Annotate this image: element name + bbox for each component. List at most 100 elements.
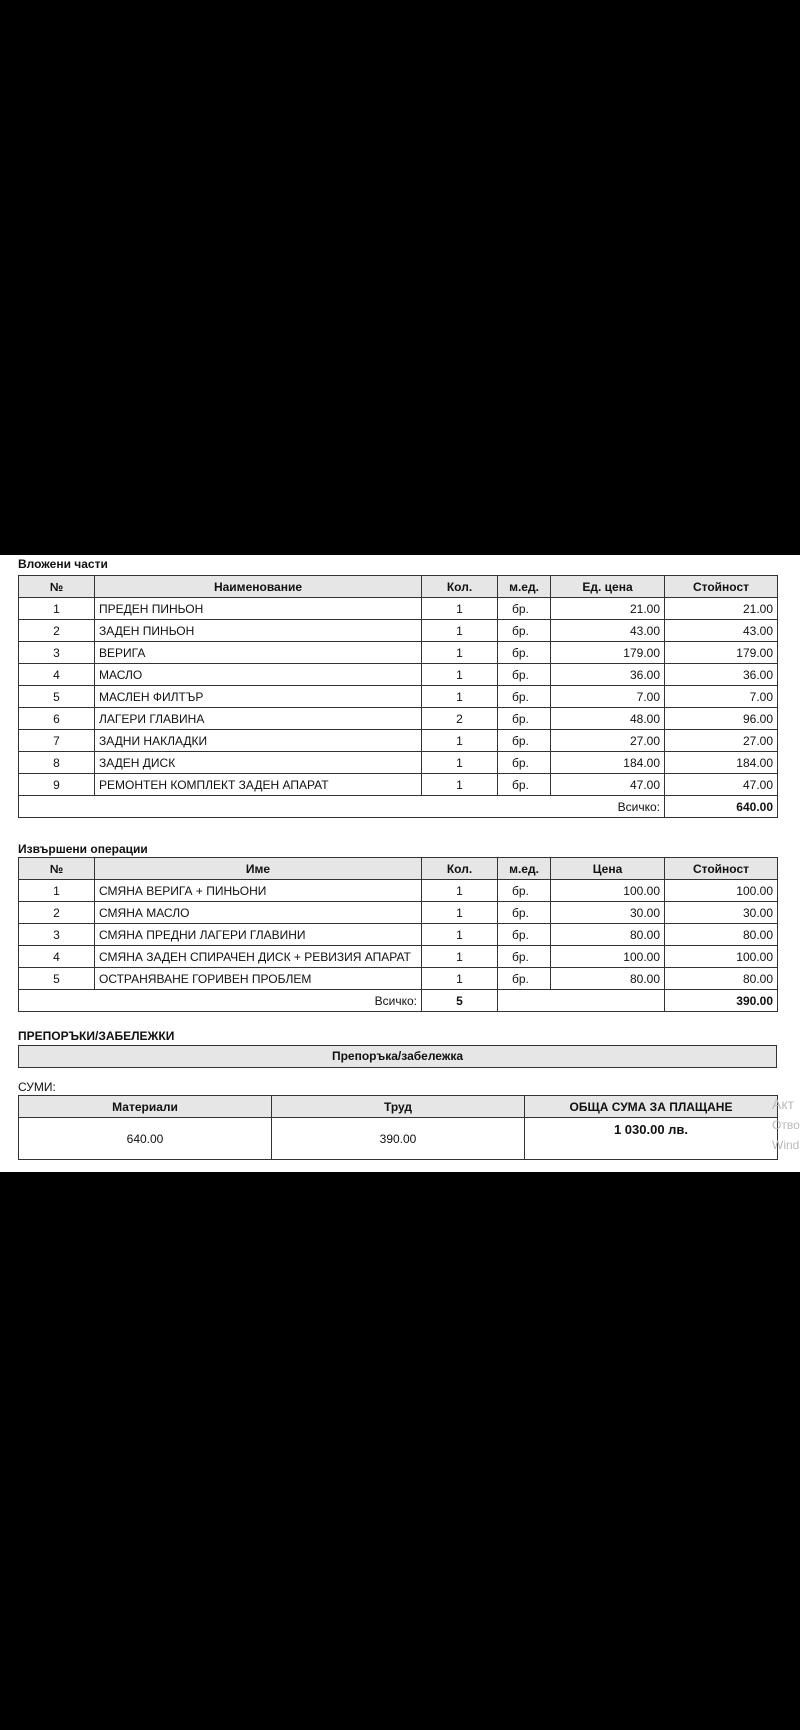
item-name: СМЯНА ПРЕДНИ ЛАГЕРИ ГЛАВИНИ [94,923,422,946]
row-number: 3 [18,641,95,664]
row-number: 8 [18,751,95,774]
line-total: 80.00 [664,967,778,990]
materials-sum: 640.00 [18,1117,272,1160]
unit: бр. [497,773,551,796]
quantity: 1 [421,597,498,620]
col-header: Ед. цена [550,575,665,598]
item-name: ЗАДНИ НАКЛАДКИ [94,729,422,752]
unit-price: 48.00 [550,707,665,730]
col-header: Материали [18,1095,272,1118]
line-total: 80.00 [664,923,778,946]
unit: бр. [497,619,551,642]
row-number: 9 [18,773,95,796]
quantity: 1 [421,901,498,924]
labor-sum: 390.00 [271,1117,525,1160]
row-number: 4 [18,663,95,686]
unit: бр. [497,751,551,774]
empty-cell [497,989,665,1012]
col-header: Стойност [664,857,778,880]
watermark-text: Отво [772,1118,800,1132]
line-total: 7.00 [664,685,778,708]
col-header: м.ед. [497,857,551,880]
line-total: 21.00 [664,597,778,620]
table-row: 5 ОСТРАНЯВАНЕ ГОРИВЕН ПРОБЛЕМ 1 бр. 80.00 80.… [18,967,778,990]
col-header: № [18,857,95,880]
quantity: 1 [421,751,498,774]
item-name: СМЯНА ЗАДЕН СПИРАЧЕН ДИСК + РЕВИЗИЯ АПАР… [94,945,422,968]
row-number: 3 [18,923,95,946]
col-header: Име [94,857,422,880]
watermark-text: Акт [772,1096,795,1112]
quantity: 1 [421,641,498,664]
unit-price: 100.00 [550,879,665,902]
unit-price: 47.00 [550,773,665,796]
total-qty: 5 [421,989,498,1012]
parts-total-row: Всичко: 640.00 [18,795,778,818]
col-header: Кол. [421,575,498,598]
item-name: ПРЕДЕН ПИНЬОН [94,597,422,620]
row-number: 5 [18,685,95,708]
operations-table: № Име Кол. м.ед. Цена Стойност 1 СМЯНА ВЕ… [18,857,778,1012]
table-row: 1 ПРЕДЕН ПИНЬОН 1 бр. 21.00 21.00 [18,597,778,620]
item-name: СМЯНА ВЕРИГА + ПИНЬОНИ [94,879,422,902]
col-header: м.ед. [497,575,551,598]
unit: бр. [497,967,551,990]
row-number: 7 [18,729,95,752]
table-row: 7 ЗАДНИ НАКЛАДКИ 1 бр. 27.00 27.00 [18,729,778,752]
total-label: Всичко: [18,795,665,818]
line-total: 179.00 [664,641,778,664]
table-row: 6 ЛАГЕРИ ГЛАВИНА 2 бр. 48.00 96.00 [18,707,778,730]
line-total: 27.00 [664,729,778,752]
total-value: 640.00 [664,795,778,818]
row-number: 5 [18,967,95,990]
unit: бр. [497,663,551,686]
unit-price: 80.00 [550,967,665,990]
unit: бр. [497,879,551,902]
parts-header-row: № Наименование Кол. м.ед. Ед. цена Стойн… [18,575,778,598]
quantity: 1 [421,729,498,752]
sums-values-row: 640.00 390.00 1 030.00 лв. [18,1117,778,1160]
unit-price: 27.00 [550,729,665,752]
table-row: 2 СМЯНА МАСЛО 1 бр. 30.00 30.00 [18,901,778,924]
table-row: 1 СМЯНА ВЕРИГА + ПИНЬОНИ 1 бр. 100.00 100.00 [18,879,778,902]
notes-header: Препоръка/забележка [18,1045,777,1068]
unit: бр. [497,901,551,924]
sums-table: Материали Труд ОБЩА СУМА ЗА ПЛАЩАНЕ 640.… [18,1095,778,1160]
quantity: 1 [421,619,498,642]
unit: бр. [497,923,551,946]
item-name: ЗАДЕН ДИСК [94,751,422,774]
unit-price: 184.00 [550,751,665,774]
table-row: 8 ЗАДЕН ДИСК 1 бр. 184.00 184.00 [18,751,778,774]
unit-price: 30.00 [550,901,665,924]
unit: бр. [497,597,551,620]
quantity: 1 [421,773,498,796]
watermark-text: Wind [772,1138,800,1152]
table-row: 3 СМЯНА ПРЕДНИ ЛАГЕРИ ГЛАВИНИ 1 бр. 80.00 80.… [18,923,778,946]
invoice-page: Вложени части № Наименование Кол. м.ед. … [0,555,800,1172]
row-number: 6 [18,707,95,730]
parts-title: Вложени части [18,557,108,571]
line-total: 96.00 [664,707,778,730]
unit: бр. [497,945,551,968]
unit-price: 36.00 [550,663,665,686]
quantity: 2 [421,707,498,730]
unit-price: 80.00 [550,923,665,946]
line-total: 36.00 [664,663,778,686]
item-name: ОСТРАНЯВАНЕ ГОРИВЕН ПРОБЛЕМ [94,967,422,990]
row-number: 4 [18,945,95,968]
unit-price: 21.00 [550,597,665,620]
grand-total: 1 030.00 лв. [524,1117,778,1160]
sums-title: СУМИ: [18,1080,56,1094]
col-header: Цена [550,857,665,880]
item-name: ЛАГЕРИ ГЛАВИНА [94,707,422,730]
unit-price: 43.00 [550,619,665,642]
parts-table: № Наименование Кол. м.ед. Ед. цена Стойн… [18,575,778,818]
row-number: 2 [18,619,95,642]
quantity: 1 [421,967,498,990]
table-row: 5 МАСЛЕН ФИЛТЪР 1 бр. 7.00 7.00 [18,685,778,708]
quantity: 1 [421,879,498,902]
operations-header-row: № Име Кол. м.ед. Цена Стойност [18,857,778,880]
table-row: 4 МАСЛО 1 бр. 36.00 36.00 [18,663,778,686]
unit: бр. [497,641,551,664]
col-header: ОБЩА СУМА ЗА ПЛАЩАНЕ [524,1095,778,1118]
